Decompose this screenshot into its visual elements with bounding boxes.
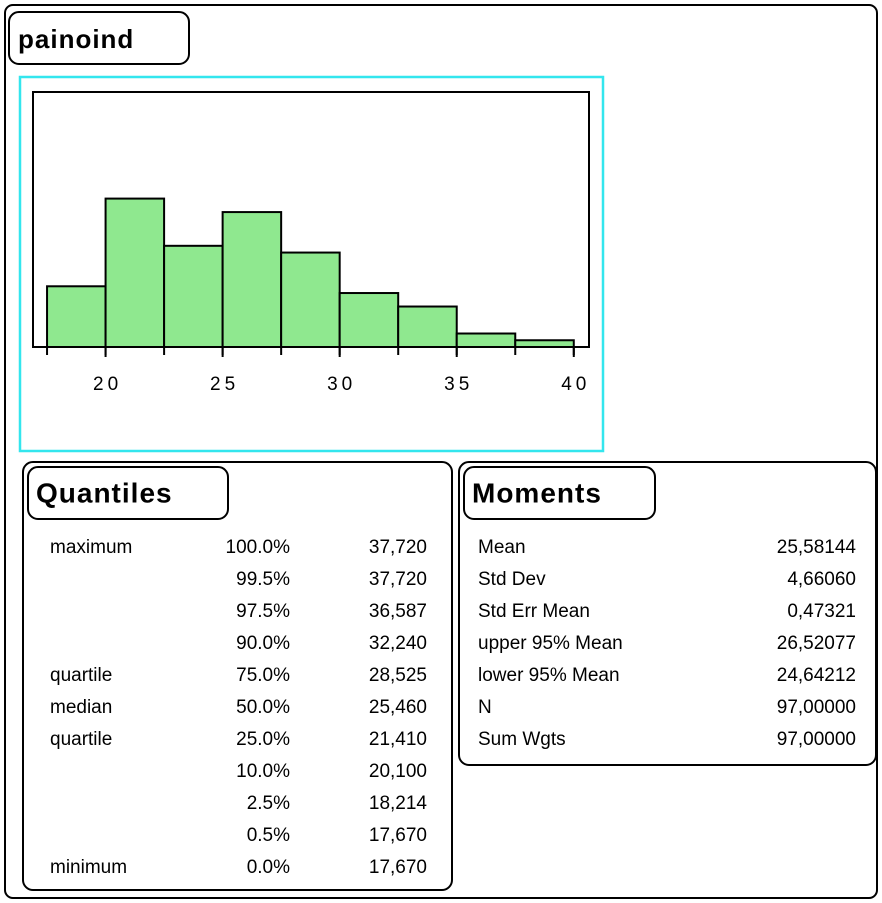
quantile-percent: 0.0% [247, 857, 290, 878]
quantile-value: 32,240 [369, 633, 427, 654]
histogram-bar [514, 339, 575, 348]
moment-name: upper 95% Mean [478, 633, 623, 654]
moment-name: lower 95% Mean [478, 665, 620, 686]
moment-name: Std Dev [478, 569, 546, 590]
quantile-value: 25,460 [369, 697, 427, 718]
quantile-value: 37,720 [369, 569, 427, 590]
histogram-bar [280, 251, 341, 348]
quantile-percent: 75.0% [236, 665, 290, 686]
quantile-label: maximum [50, 537, 132, 558]
title-box [8, 11, 190, 65]
moment-name: Sum Wgts [478, 729, 566, 750]
quantile-value: 21,410 [369, 729, 427, 750]
x-tick-label: 35 [444, 374, 473, 395]
moment-value: 26,52077 [777, 633, 856, 654]
quantile-percent: 99.5% [236, 569, 290, 590]
quantile-label: minimum [50, 857, 127, 878]
histogram-bar [46, 285, 107, 348]
quantile-value: 20,100 [369, 761, 427, 782]
quantile-percent: 25.0% [236, 729, 290, 750]
quantile-value: 36,587 [369, 601, 427, 622]
moments-header-box [463, 466, 656, 520]
moment-name: N [478, 697, 492, 718]
quantile-percent: 90.0% [236, 633, 290, 654]
quantile-label: quartile [50, 665, 112, 686]
quantile-value: 28,525 [369, 665, 427, 686]
quantile-value: 18,214 [369, 793, 428, 814]
histogram-bar [338, 292, 400, 348]
quantile-percent: 2.5% [247, 793, 290, 814]
quantiles-header-box [27, 466, 229, 520]
quantile-percent: 10.0% [236, 761, 290, 782]
x-tick-label: 30 [327, 374, 356, 395]
moment-value: 24,64212 [777, 665, 856, 686]
histogram-bar [104, 197, 166, 348]
quantiles-title: Quantiles [36, 477, 173, 508]
moment-value: 97,00000 [777, 697, 856, 718]
quantile-value: 17,670 [369, 825, 427, 846]
moments-title: Moments [472, 477, 602, 508]
histogram-bar [397, 305, 458, 348]
moment-value: 25,58144 [777, 537, 857, 558]
moment-value: 0,47321 [787, 601, 856, 622]
moment-value: 97,00000 [777, 729, 856, 750]
quantile-label: quartile [50, 729, 112, 750]
moments-panel [458, 461, 877, 766]
outline-frame [4, 4, 878, 899]
x-tick-label: 25 [210, 374, 239, 395]
plot-selection [18, 75, 605, 453]
quantile-percent: 100.0% [226, 537, 291, 558]
quantile-label: median [50, 697, 112, 718]
moment-name: Mean [478, 537, 526, 558]
x-tick-label: 40 [561, 374, 590, 395]
quantile-value: 37,720 [369, 537, 427, 558]
quantile-percent: 97.5% [236, 601, 290, 622]
quantile-value: 17,670 [369, 857, 427, 878]
moment-name: Std Err Mean [478, 601, 590, 622]
moment-value: 4,66060 [787, 569, 856, 590]
histogram-bar [221, 211, 283, 348]
histogram-bar [455, 332, 517, 348]
histogram-bar [163, 244, 224, 348]
quantile-percent: 50.0% [236, 697, 290, 718]
quantiles-panel [22, 461, 453, 891]
x-tick-label: 20 [93, 374, 122, 395]
report-title: painoind [18, 24, 134, 54]
quantile-percent: 0.5% [247, 825, 290, 846]
